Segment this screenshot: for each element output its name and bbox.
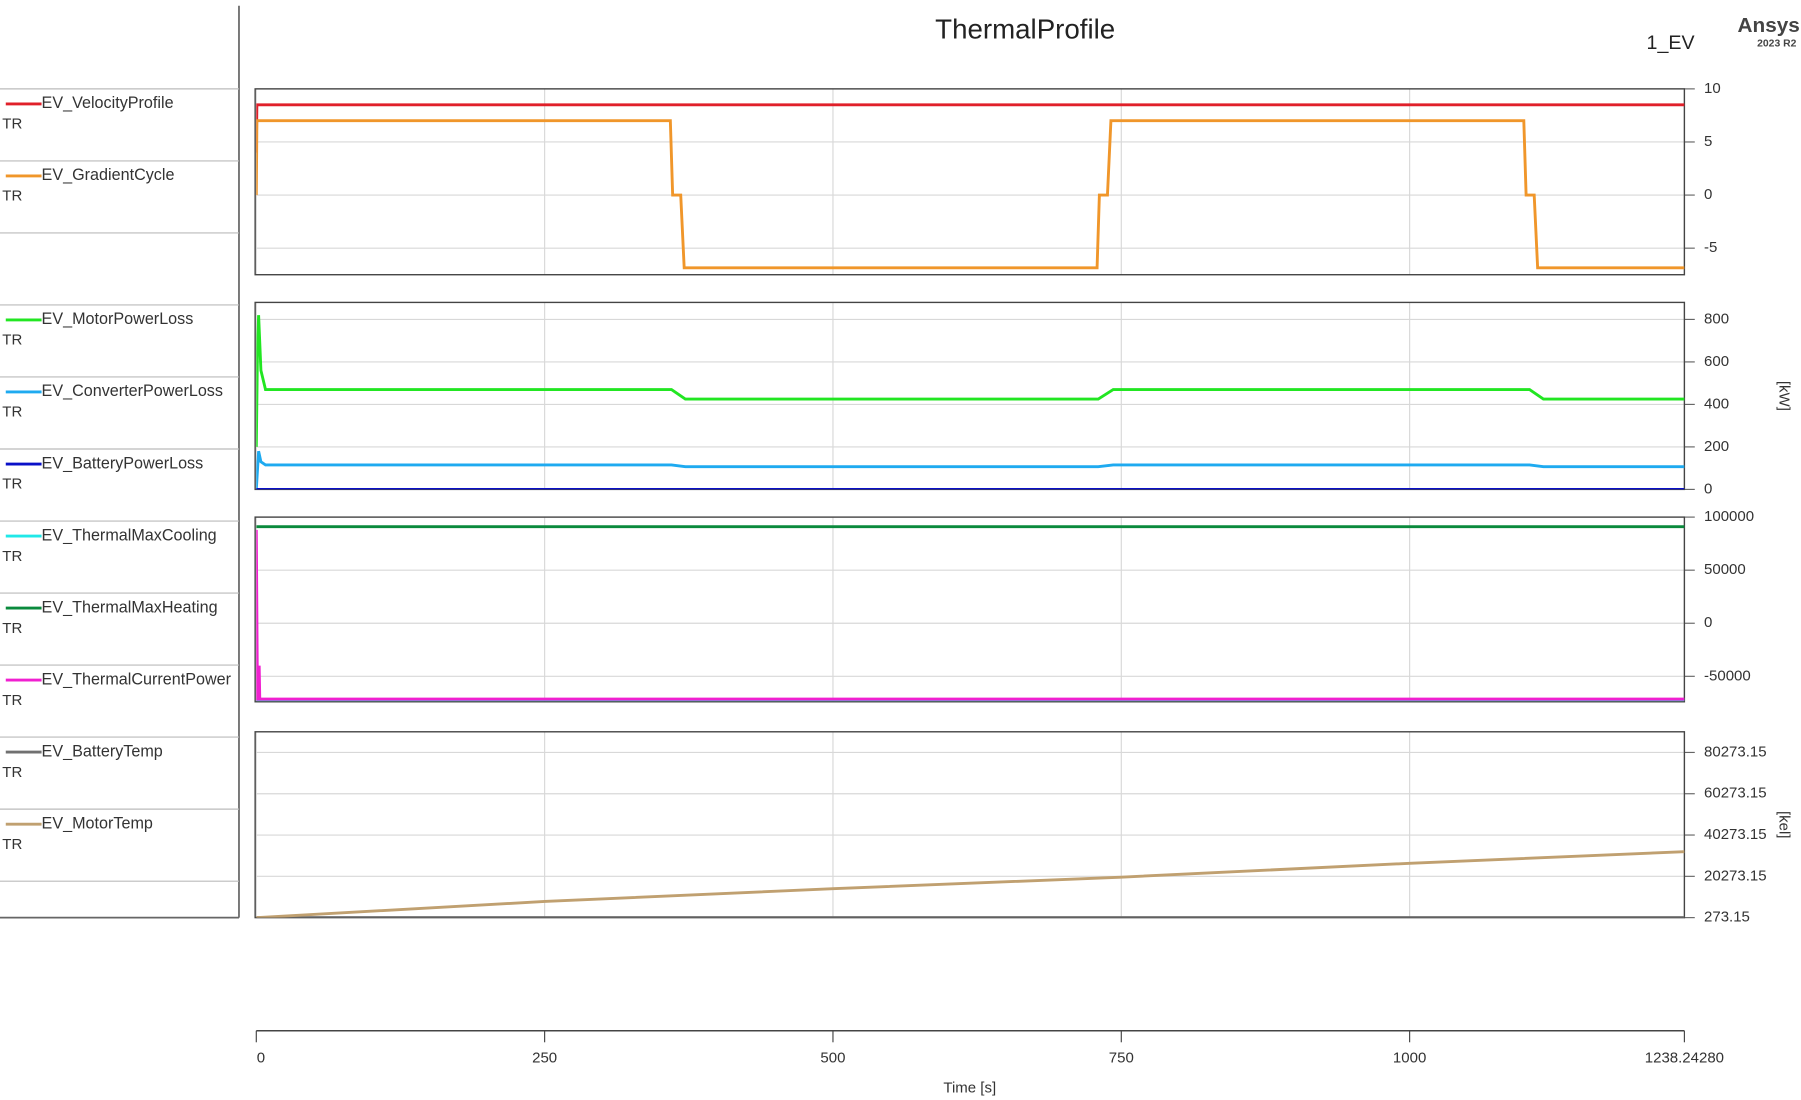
y-tick-label: 200 — [1704, 438, 1729, 455]
series-line — [256, 103, 1685, 153]
y-tick-label: 10 — [1704, 80, 1721, 97]
plot-frame — [254, 88, 1686, 276]
series-line — [256, 450, 1685, 490]
y-tick-label: 0 — [1704, 614, 1712, 631]
x-tick-label: 250 — [532, 1049, 557, 1066]
legend-tag: TR — [2, 404, 22, 421]
y-tick-label: 60273.15 — [1704, 785, 1767, 802]
legend-tag: TR — [2, 188, 22, 205]
y-tick-label: 400 — [1704, 395, 1729, 412]
chart-title: ThermalProfile — [935, 13, 1115, 44]
legend-label: EV_BatteryPowerLoss — [42, 454, 204, 472]
brand: Ansys — [1738, 14, 1800, 37]
series-line — [256, 315, 1685, 447]
legend-label: EV_GradientCycle — [42, 166, 175, 184]
series-line — [256, 119, 1685, 270]
series-line — [256, 850, 1685, 918]
y-tick-label: 100000 — [1704, 508, 1754, 525]
y-tick-label: 20273.15 — [1704, 867, 1767, 884]
legend-tag: TR — [2, 116, 22, 133]
version: 2023 R2 — [1757, 39, 1796, 50]
plot-frame — [254, 516, 1686, 703]
x-tick-label: 750 — [1109, 1049, 1134, 1066]
y-tick-label: 50000 — [1704, 561, 1746, 578]
legend-label: EV_ConverterPowerLoss — [42, 382, 223, 400]
y-tick-label: -5 — [1704, 239, 1717, 256]
legend-label: EV_ThermalCurrentPower — [42, 670, 232, 688]
y-tick-label: 5 — [1704, 133, 1712, 150]
run-label: 1_EV — [1647, 32, 1695, 54]
legend-tag: TR — [2, 836, 22, 853]
y-axis-label: [kel] — [1776, 811, 1793, 839]
legend-label: EV_BatteryTemp — [42, 742, 163, 760]
x-tick-label: 500 — [820, 1049, 845, 1066]
x-axis-label: Time [s] — [943, 1079, 996, 1096]
legend-tag: TR — [2, 620, 22, 637]
legend-label: EV_MotorTemp — [42, 814, 153, 832]
y-tick-label: 0 — [1704, 186, 1712, 203]
legend-label: EV_MotorPowerLoss — [42, 310, 194, 328]
y-tick-label: 600 — [1704, 353, 1729, 370]
legend-tag: TR — [2, 764, 22, 781]
y-tick-label: 273.15 — [1704, 909, 1750, 926]
legend-tag: TR — [2, 476, 22, 493]
plot-frame — [254, 731, 1686, 919]
y-axis-label: [kW] — [1776, 381, 1793, 411]
plot-frame — [254, 301, 1686, 491]
y-tick-label: 40273.15 — [1704, 826, 1767, 843]
legend-label: EV_ThermalMaxHeating — [42, 598, 218, 616]
x-tick-label: 1238.24280 — [1645, 1049, 1724, 1066]
y-tick-label: 0 — [1704, 480, 1712, 497]
x-tick-label: 1000 — [1393, 1049, 1426, 1066]
y-tick-label: 80273.15 — [1704, 743, 1767, 760]
series-line — [256, 529, 1685, 701]
legend-label: EV_ThermalMaxCooling — [42, 526, 217, 544]
y-tick-label: 800 — [1704, 310, 1729, 327]
legend-tag: TR — [2, 332, 22, 349]
y-tick-label: -50000 — [1704, 667, 1751, 684]
legend-tag: TR — [2, 692, 22, 709]
legend-tag: TR — [2, 548, 22, 565]
x-tick-label: 0 — [257, 1049, 265, 1066]
legend-label: EV_VelocityProfile — [42, 94, 174, 112]
